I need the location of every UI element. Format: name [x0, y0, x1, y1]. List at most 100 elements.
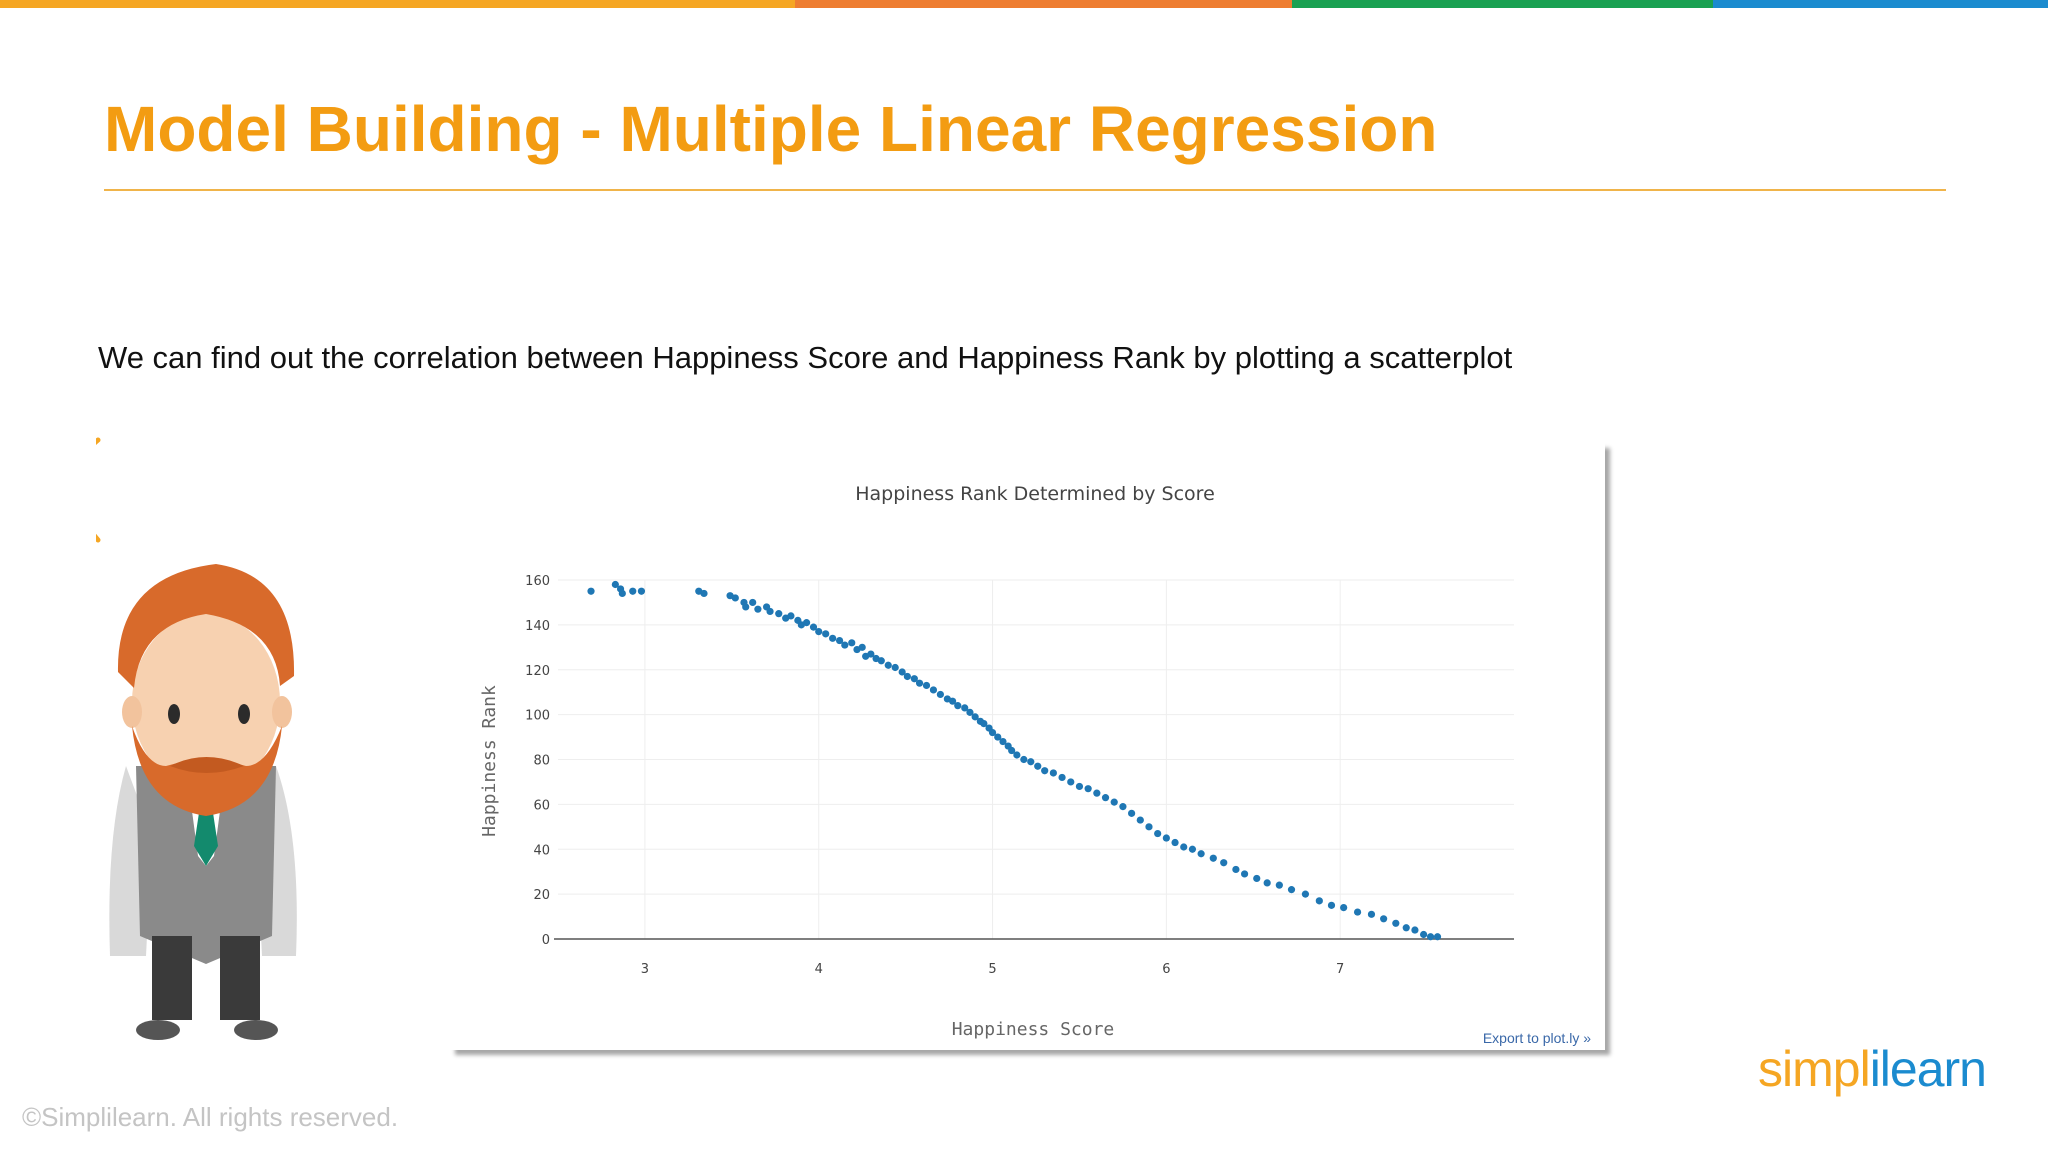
top-bar-segment-4	[1713, 0, 2048, 8]
x-tick-label: 4	[815, 962, 823, 977]
scatter-point	[611, 580, 619, 589]
scatter-point	[1263, 879, 1271, 887]
top-bar-segment-2	[795, 0, 1292, 8]
scatter-plot: Happiness Rank Determined by Score 0 20 40…	[479, 483, 1514, 1040]
scatter-point	[700, 589, 708, 598]
scatter-point	[1058, 773, 1066, 782]
scatter-point	[903, 672, 911, 681]
scatter-point	[966, 708, 974, 716]
scatter-point	[822, 630, 830, 638]
x-tick-label: 3	[641, 962, 649, 977]
scatter-point	[629, 587, 637, 595]
top-bar-segment-3	[1292, 0, 1713, 8]
scatter-point	[1084, 785, 1092, 793]
shoe-right	[234, 1020, 278, 1040]
scatter-point	[988, 728, 997, 737]
scatter-point	[1027, 758, 1035, 766]
y-tick-label: 100	[525, 709, 550, 724]
scatter-point	[877, 657, 885, 665]
scatter-point	[1367, 910, 1376, 918]
scatter-point	[1119, 803, 1127, 811]
scatter-point	[1426, 933, 1435, 941]
scatter-point	[1136, 816, 1144, 824]
hair	[117, 564, 295, 688]
scatter-point	[1275, 881, 1283, 889]
scatter-point	[766, 607, 774, 616]
scatter-point	[1220, 859, 1228, 867]
scatter-point	[1209, 854, 1217, 862]
scatter-point	[915, 679, 924, 687]
scatter-point	[1301, 890, 1310, 898]
scatter-point	[929, 686, 938, 694]
x-tick-label: 5	[988, 962, 996, 977]
scatter-point	[1287, 886, 1296, 894]
scatter-point	[1411, 926, 1419, 934]
scatter-point	[884, 661, 892, 669]
scatter-point	[898, 668, 906, 676]
scatter-plot-card: Happiness Rank Determined by Score 0 20 40…	[450, 443, 1605, 1050]
eye-left	[168, 704, 180, 724]
scatter-point	[1392, 919, 1400, 927]
scatter-point	[1180, 843, 1188, 851]
scatter-point	[1008, 746, 1016, 755]
scatter-point	[1067, 778, 1075, 786]
title-underline	[104, 189, 1946, 191]
x-axis-label: Happiness Score	[952, 1019, 1115, 1040]
scatter-point	[1049, 769, 1057, 777]
thought-mark	[96, 437, 101, 543]
x-tick-label: 7	[1336, 962, 1344, 977]
face	[132, 614, 280, 790]
scatter-point	[829, 634, 837, 642]
scatter-point	[1253, 874, 1261, 883]
scatter-point	[858, 643, 866, 651]
axes: 0 20 40 60 80 100 120 140 160 3 4 5 6 7	[525, 574, 1514, 977]
scatter-point	[731, 594, 739, 602]
scatter-point	[1353, 908, 1362, 916]
scatter-point	[1340, 903, 1348, 912]
grid-lines	[558, 579, 1514, 939]
scatter-point	[815, 628, 823, 636]
scatter-point	[1232, 865, 1240, 874]
y-tick-label: 60	[533, 798, 550, 813]
scatter-point	[587, 587, 595, 595]
scatter-point	[775, 610, 783, 618]
scatter-point	[809, 623, 818, 631]
scatter-point	[1197, 850, 1205, 858]
scatter-point	[742, 603, 750, 611]
scatter-point	[867, 650, 875, 658]
scatter-point	[787, 612, 795, 620]
scatter-point	[1420, 930, 1428, 939]
scatter-point	[891, 663, 899, 672]
slide-title: Model Building - Multiple Linear Regress…	[104, 93, 1438, 165]
scatter-point	[1315, 897, 1323, 905]
scatter-point	[1171, 838, 1179, 847]
ear-right	[272, 696, 292, 728]
scatter-point	[948, 697, 957, 705]
scatter-point	[1110, 798, 1118, 806]
export-to-plotly-link[interactable]: Export to plot.ly »	[1482, 1030, 1591, 1046]
scatter-point	[999, 737, 1007, 746]
scatter-point	[1093, 789, 1101, 797]
x-tick-label: 6	[1162, 962, 1170, 977]
scatter-point	[1013, 751, 1021, 759]
leg-left	[152, 936, 192, 1020]
top-color-bar	[0, 0, 2048, 8]
logo-part-learn: learn	[1879, 1041, 1987, 1097]
chart-title: Happiness Rank Determined by Score	[855, 483, 1215, 505]
scatter-point	[1041, 767, 1049, 775]
y-tick-label: 80	[533, 754, 550, 769]
scatter-point	[1075, 782, 1084, 791]
logo-part-i: i	[1869, 1041, 1881, 1097]
scatter-point	[1188, 845, 1197, 853]
presenter-illustration	[96, 437, 297, 1040]
scatter-point	[961, 704, 969, 712]
scatter-point	[1240, 870, 1249, 878]
scatter-point	[1145, 823, 1153, 831]
scatter-point	[1101, 794, 1110, 802]
scatter-point	[954, 702, 962, 710]
scatter-point	[910, 675, 918, 683]
scatter-point	[1128, 809, 1136, 817]
scatter-point	[1380, 915, 1388, 923]
mustache	[170, 757, 244, 773]
scatter-point	[1020, 755, 1028, 764]
